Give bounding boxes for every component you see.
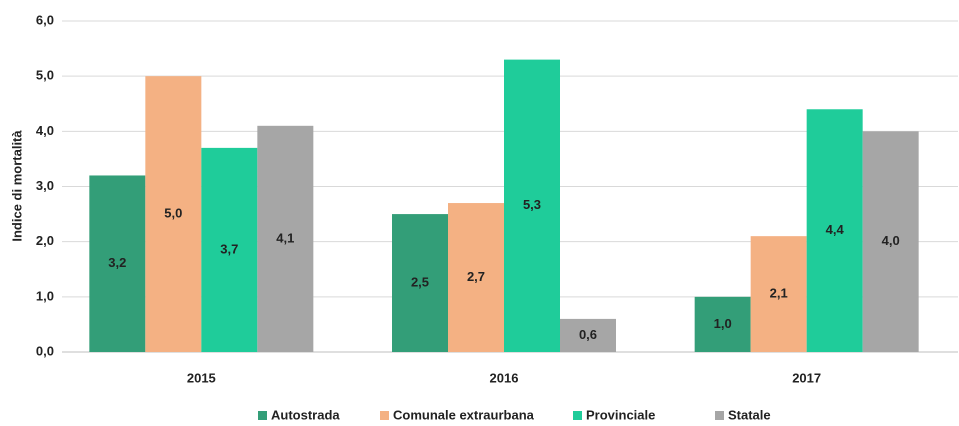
data-label: 2,1 [770,286,788,301]
bar [560,318,616,352]
data-label: 4,1 [276,230,294,245]
legend-swatch [573,411,582,420]
data-label: 5,3 [523,197,541,212]
bar [694,296,751,352]
bar [201,147,258,352]
legend-label: Autostrada [271,407,340,422]
bar [392,214,448,352]
data-label: 4,0 [882,233,900,248]
legend-label: Provinciale [586,407,655,422]
x-tick-label: 2016 [490,370,519,385]
legend-swatch [258,411,267,420]
y-tick-label: 3,0 [36,178,54,193]
y-axis-label: Indice di mortalità [9,130,24,242]
x-tick-label: 2017 [792,370,821,385]
y-tick-label: 0,0 [36,343,54,358]
y-tick-label: 4,0 [36,123,54,138]
bar [89,175,146,352]
bar [145,76,202,353]
legend-swatch [380,411,389,420]
bar [750,236,807,352]
bar [257,125,314,352]
legend-swatch [715,411,724,420]
data-label: 1,0 [714,316,732,331]
x-tick-label: 2015 [187,370,216,385]
y-tick-label: 2,0 [36,233,54,248]
legend-label: Comunale extraurbana [393,407,535,422]
y-tick-label: 1,0 [36,288,54,303]
bar [862,131,919,352]
data-label: 0,6 [579,327,597,342]
legend-label: Statale [728,407,771,422]
data-label: 4,4 [826,222,845,237]
data-label: 2,5 [411,274,429,289]
data-label: 5,0 [164,206,182,221]
bar [806,109,863,353]
data-label: 3,2 [108,255,126,270]
data-label: 2,7 [467,269,485,284]
data-label: 3,7 [220,241,238,256]
bar [448,203,504,352]
y-tick-label: 6,0 [36,12,54,27]
y-tick-label: 5,0 [36,68,54,83]
bar [504,59,560,352]
